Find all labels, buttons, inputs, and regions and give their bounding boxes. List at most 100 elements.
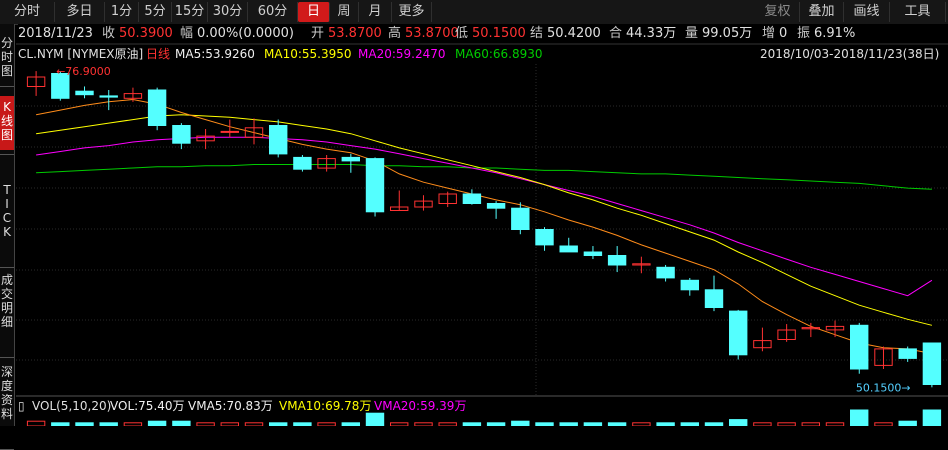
symbol-label: CL.NYM [NYMEX原油] [18, 47, 144, 61]
volume-bar [922, 409, 942, 426]
candle-body [390, 206, 409, 211]
amplitude-value: 6.91% [814, 26, 856, 41]
period-tab-4[interactable]: 15分 [172, 2, 208, 22]
volume-bar [729, 419, 748, 426]
volume-value: 99.05万 [702, 26, 753, 41]
sidebar-separator [0, 357, 14, 358]
increase-value: 0 [779, 26, 788, 41]
low-value: 50.1500 [472, 26, 526, 41]
period-label: 日线 [146, 47, 171, 61]
tool-button-1[interactable]: 叠加 [800, 2, 844, 22]
period-tab-5[interactable]: 30分 [208, 2, 248, 22]
quote-date: 2018/11/23 [18, 26, 93, 41]
ma10-line [36, 114, 933, 326]
ma20-label: MA20:59.2470 [358, 47, 446, 61]
period-tab-6[interactable]: 60分 [248, 2, 298, 22]
tool-button-2[interactable]: 画线 [844, 2, 890, 22]
oi-value: 44.33万 [626, 26, 677, 41]
candle-body [680, 279, 699, 291]
chart-header: CL.NYM [NYMEX原油] 日线 MA5:53.9260 MA10:55.… [18, 45, 948, 63]
candle-body [365, 158, 385, 213]
candle-body [801, 327, 820, 330]
sidebar-tab-0[interactable]: 分 时 图 [0, 36, 13, 78]
candle-body [704, 289, 724, 308]
vma5-value: VMA5:70.83万 [188, 399, 273, 413]
candle-body [511, 207, 530, 230]
quote-info-bar: 2018/11/23 收 50.3900 幅 0.00%(0.0000) 开 5… [18, 24, 948, 44]
candle-body [414, 200, 433, 208]
ma60-line [36, 164, 932, 190]
period-tab-0[interactable]: 分时 [0, 2, 55, 22]
period-toolbar: 分时 多日 1分 5分 15分 30分 60分日周月更多 复权 叠加 画线 工具 [0, 0, 948, 25]
candle-body [317, 158, 336, 169]
period-tab-9[interactable]: 月 [359, 2, 392, 22]
candle-body [341, 156, 361, 162]
volume-bar [850, 409, 869, 426]
vol-indicator-label: VOL(5,10,20) [32, 399, 112, 413]
tool-button-0[interactable]: 复权 [756, 2, 800, 22]
volume-bar [26, 420, 46, 426]
sidebar-tab-4[interactable]: 深 度 资 料 [0, 365, 13, 421]
sidebar-separator [0, 86, 14, 87]
period-tab-10[interactable]: 更多 [392, 2, 432, 22]
candle-body [850, 324, 869, 370]
candle-body [874, 348, 893, 366]
vol-collapse-icon[interactable]: ▯ [18, 399, 25, 413]
candle-body [777, 329, 796, 340]
period-tab-2[interactable]: 1分 [105, 2, 139, 22]
candle-body [99, 95, 118, 98]
high-value: 53.8700 [405, 26, 459, 41]
volume-bar [147, 420, 167, 426]
close-value: 50.3900 [119, 26, 173, 41]
candle-body [244, 127, 264, 138]
candle-body [75, 90, 94, 96]
min-price-label: 50.1500→ [856, 381, 911, 394]
candle-body [825, 325, 845, 331]
kline-chart[interactable]: ←76.9000 50.1500→ [0, 0, 948, 426]
candle-body [147, 89, 167, 126]
candle-body [607, 255, 627, 266]
sidebar-separator [0, 267, 14, 268]
ma10-label: MA10:55.3950 [264, 47, 352, 61]
candle-body [753, 340, 772, 349]
period-tab-1[interactable]: 多日 [55, 2, 105, 22]
close-label: 收 [102, 26, 116, 41]
candle-body [656, 266, 675, 279]
candle-body [220, 130, 240, 133]
candle-body [559, 245, 578, 253]
sidebar-separator [0, 154, 14, 155]
view-sidebar: 分 时 图 K 线 图 T I C K 成 交 明 细深 度 资 料 [0, 24, 15, 450]
period-tab-3[interactable]: 5分 [139, 2, 172, 22]
open-value: 53.8700 [328, 26, 382, 41]
period-tab-8[interactable]: 周 [330, 2, 359, 22]
sidebar-tab-3[interactable]: 成 交 明 细 [0, 273, 13, 329]
candle-body [51, 73, 70, 99]
volume-bar [898, 420, 917, 426]
ma5-label: MA5:53.9260 [175, 47, 255, 61]
candle-body [729, 310, 748, 356]
date-range-label: 2018/10/03-2018/11/23(38日) [760, 47, 940, 61]
change-label: 幅 [180, 26, 194, 41]
sidebar-tab-2[interactable]: T I C K [2, 183, 12, 239]
tool-button-3[interactable]: 工具 [890, 2, 946, 22]
volume-bar [172, 420, 191, 426]
candle-body [632, 263, 651, 266]
candle-body [269, 125, 288, 155]
sidebar-tab-1[interactable]: K 线 图 [0, 96, 14, 150]
settle-label: 结 [530, 26, 544, 41]
candle-body [486, 203, 506, 209]
settle-value: 50.4200 [547, 26, 601, 41]
volume-bar [365, 412, 385, 426]
period-tab-7[interactable]: 日 [298, 2, 330, 22]
ma5-line [36, 98, 932, 355]
vma10-value: VMA10:69.78万 [279, 399, 372, 413]
open-label: 开 [311, 26, 325, 41]
candle-body [438, 193, 457, 204]
candle-body [898, 348, 917, 359]
candle-body [26, 76, 46, 87]
amplitude-label: 振 [797, 26, 811, 41]
candle-body [293, 156, 312, 170]
candle-body [922, 342, 942, 385]
candle-body [583, 251, 603, 256]
candle-body [123, 93, 143, 99]
